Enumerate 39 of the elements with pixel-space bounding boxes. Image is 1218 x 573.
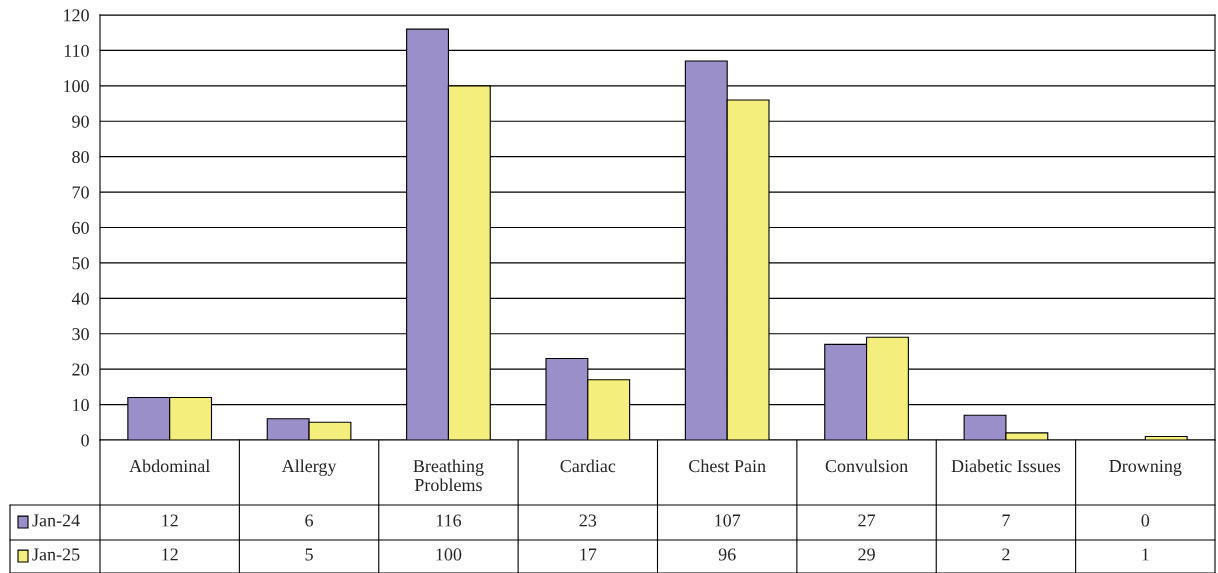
x-tick-label: Allergy [281, 459, 337, 476]
y-tick-label: 100 [64, 80, 89, 93]
data-label: 100 [436, 548, 462, 561]
data-label: 17 [580, 548, 597, 561]
data-label: 6 [305, 514, 314, 527]
y-tick-label: 30 [72, 328, 89, 341]
data-label: 29 [858, 548, 875, 561]
y-tick-label: 40 [71, 292, 89, 305]
legend-label: Jan-25 [32, 548, 80, 561]
data-label: 5 [305, 548, 313, 561]
y-tick-label: 10 [73, 398, 89, 412]
y-tick-label: 80 [72, 150, 89, 164]
data-label: 2 [1002, 548, 1010, 561]
x-tick-label: Drowning [1109, 459, 1182, 476]
y-tick-label: 110 [64, 44, 89, 57]
data-label: 27 [858, 514, 876, 527]
y-tick-label: 90 [72, 115, 89, 128]
data-label: 23 [579, 514, 597, 527]
y-tick-label: 0 [81, 434, 89, 447]
y-tick-label: 60 [72, 221, 89, 234]
data-label: 1 [1142, 548, 1149, 561]
data-label: 12 [162, 514, 178, 527]
y-tick-label: 50 [72, 257, 89, 270]
data-label: 116 [436, 514, 462, 527]
x-tick-label: Convulsion [825, 459, 908, 473]
y-tick-label: 120 [64, 9, 89, 22]
x-tick-label: Cardiac [560, 459, 616, 473]
data-label: 96 [718, 548, 736, 561]
x-tick-label: Chest Pain [689, 459, 766, 473]
data-label: 12 [162, 548, 178, 561]
y-tick-label: 70 [72, 186, 89, 199]
legend-label: Jan-24 [32, 514, 80, 527]
x-tick-label: Breathing Problems [413, 459, 484, 492]
data-label: 7 [1002, 514, 1010, 527]
x-tick-label: Abdominal [129, 459, 210, 473]
data-label: 107 [715, 514, 741, 527]
data-label: 0 [1141, 514, 1150, 527]
y-tick-label: 20 [72, 363, 89, 376]
x-tick-label: Diabetic Issues [951, 459, 1061, 473]
